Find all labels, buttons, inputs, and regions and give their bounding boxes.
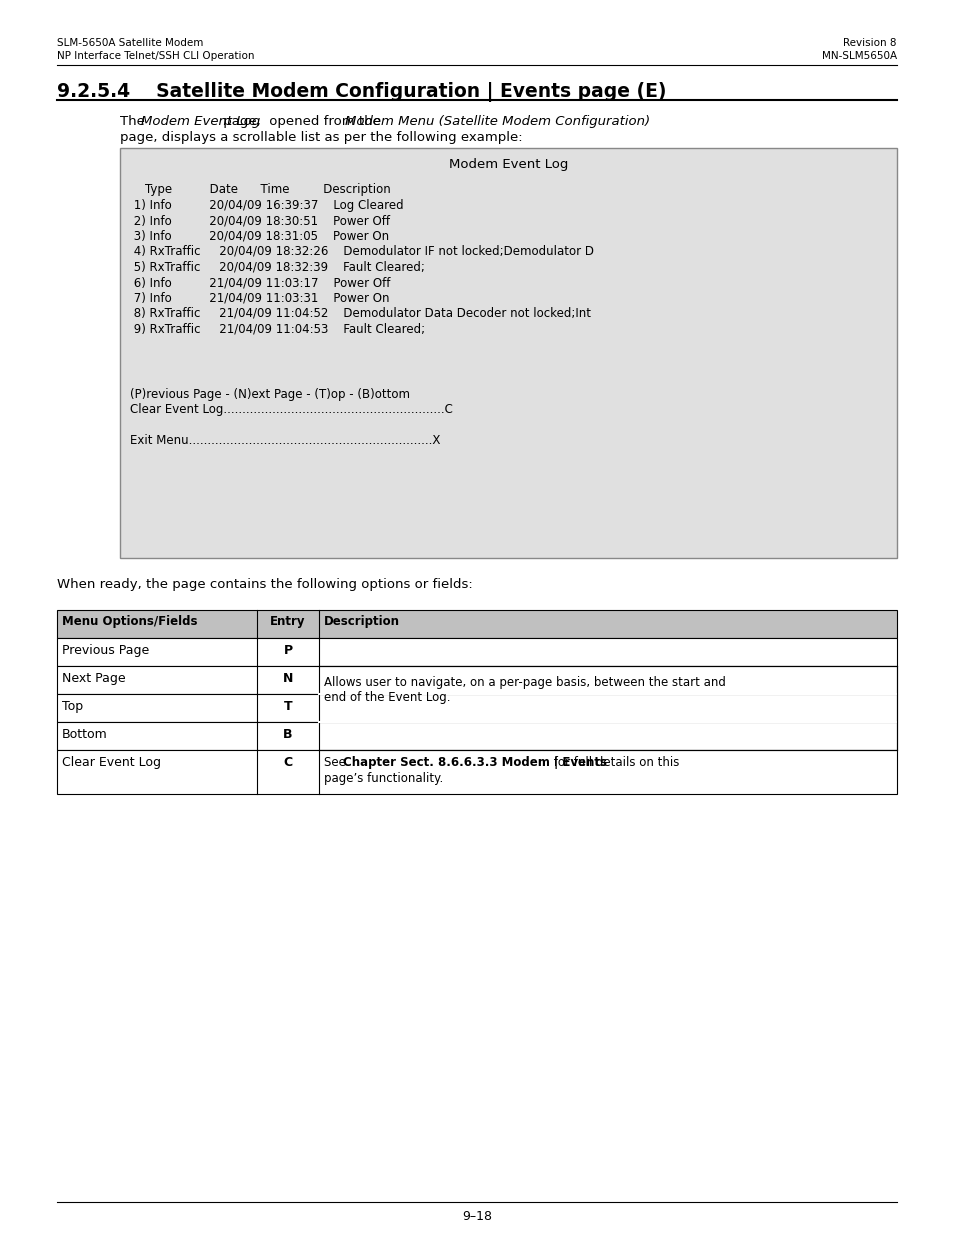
Text: C: C (283, 756, 293, 769)
Text: 8) RxTraffic     21/04/09 11:04:52    Demodulator Data Decoder not locked;Int: 8) RxTraffic 21/04/09 11:04:52 Demodulat… (130, 308, 590, 320)
Text: The: The (120, 115, 149, 128)
Text: page’s functionality.: page’s functionality. (324, 772, 443, 785)
Text: Clear Event Log...........................................................C: Clear Event Log.........................… (130, 404, 453, 416)
Text: Revision 8: Revision 8 (842, 38, 896, 48)
Text: Top: Top (62, 700, 83, 713)
Text: 9–18: 9–18 (461, 1210, 492, 1223)
Text: Description: Description (324, 615, 399, 629)
Text: Entry: Entry (270, 615, 305, 629)
Text: 9.2.5.4    Satellite Modem Configuration | Events page (E): 9.2.5.4 Satellite Modem Configuration | … (57, 82, 666, 103)
FancyBboxPatch shape (57, 750, 896, 794)
Text: T: T (283, 700, 292, 713)
Text: See: See (324, 756, 349, 769)
Text: B: B (283, 727, 293, 741)
Text: N: N (282, 672, 293, 685)
Text: Chapter Sect. 8.6.6.3.3 Modem | Events: Chapter Sect. 8.6.6.3.3 Modem | Events (343, 756, 606, 769)
Text: 5) RxTraffic     20/04/09 18:32:39    Fault Cleared;: 5) RxTraffic 20/04/09 18:32:39 Fault Cle… (130, 261, 424, 273)
FancyBboxPatch shape (57, 694, 896, 722)
Text: SLM-5650A Satellite Modem: SLM-5650A Satellite Modem (57, 38, 203, 48)
Text: Clear Event Log: Clear Event Log (62, 756, 161, 769)
Text: 2) Info          20/04/09 18:30:51    Power Off: 2) Info 20/04/09 18:30:51 Power Off (130, 214, 390, 227)
FancyBboxPatch shape (120, 148, 896, 558)
Text: end of the Event Log.: end of the Event Log. (324, 692, 450, 704)
Text: Modem Event Log: Modem Event Log (141, 115, 260, 128)
Text: Allows user to navigate, on a per-page basis, between the start and: Allows user to navigate, on a per-page b… (324, 676, 725, 689)
Text: P: P (283, 643, 293, 657)
Text: for full details on this: for full details on this (549, 756, 679, 769)
Text: NP Interface Telnet/SSH CLI Operation: NP Interface Telnet/SSH CLI Operation (57, 51, 254, 61)
FancyBboxPatch shape (57, 666, 896, 694)
Text: page, displays a scrollable list as per the following example:: page, displays a scrollable list as per … (120, 131, 522, 144)
FancyBboxPatch shape (57, 638, 896, 666)
Text: Modem Menu (Satellite Modem Configuration): Modem Menu (Satellite Modem Configuratio… (344, 115, 649, 128)
Text: MN-SLM5650A: MN-SLM5650A (821, 51, 896, 61)
FancyBboxPatch shape (57, 722, 896, 750)
Text: 3) Info          20/04/09 18:31:05    Power On: 3) Info 20/04/09 18:31:05 Power On (130, 230, 389, 242)
Text: Bottom: Bottom (62, 727, 108, 741)
Text: 9) RxTraffic     21/04/09 11:04:53    Fault Cleared;: 9) RxTraffic 21/04/09 11:04:53 Fault Cle… (130, 322, 425, 336)
Text: 1) Info          20/04/09 16:39:37    Log Cleared: 1) Info 20/04/09 16:39:37 Log Cleared (130, 199, 403, 211)
Text: 6) Info          21/04/09 11:03:17    Power Off: 6) Info 21/04/09 11:03:17 Power Off (130, 275, 390, 289)
Text: 4) RxTraffic     20/04/09 18:32:26    Demodulator IF not locked;Demodulator D: 4) RxTraffic 20/04/09 18:32:26 Demodulat… (130, 245, 594, 258)
Text: 7) Info          21/04/09 11:03:31    Power On: 7) Info 21/04/09 11:03:31 Power On (130, 291, 389, 305)
Text: Exit Menu.................................................................X: Exit Menu...............................… (130, 435, 440, 447)
Text: Modem Event Log: Modem Event Log (448, 158, 568, 170)
Text: (P)revious Page - (N)ext Page - (T)op - (B)ottom: (P)revious Page - (N)ext Page - (T)op - … (130, 388, 410, 401)
Text: Type          Date      Time         Description: Type Date Time Description (130, 183, 391, 196)
Text: page,  opened from the: page, opened from the (219, 115, 385, 128)
Text: Next Page: Next Page (62, 672, 126, 685)
Text: Previous Page: Previous Page (62, 643, 149, 657)
Text: When ready, the page contains the following options or fields:: When ready, the page contains the follow… (57, 578, 473, 592)
FancyBboxPatch shape (57, 610, 896, 638)
Text: Menu Options/Fields: Menu Options/Fields (62, 615, 197, 629)
